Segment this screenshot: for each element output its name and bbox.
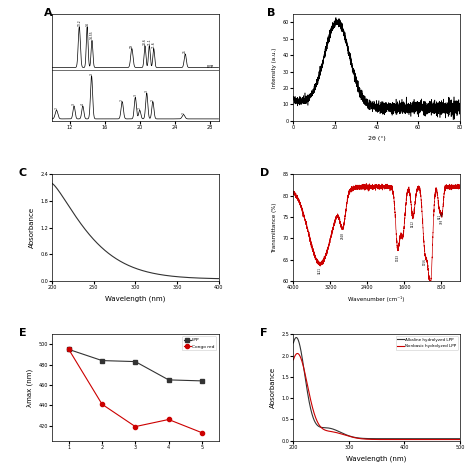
Line: Nonbasic hydrolyzed LPP: Nonbasic hydrolyzed LPP (293, 354, 460, 439)
Y-axis label: Intensity (a.u.): Intensity (a.u.) (273, 47, 277, 88)
Congo red (66, 346, 72, 352)
Alkaline hydrolyzed LPP (417, 436, 423, 441)
Congo red (199, 430, 205, 436)
Text: 4: 4 (81, 103, 85, 105)
Y-axis label: Absorbance: Absorbance (28, 207, 35, 248)
Alkaline hydrolyzed LPP (387, 436, 393, 441)
Line: LPP: LPP (67, 347, 204, 383)
Text: 20.6: 20.6 (143, 38, 147, 45)
Nonbasic hydrolyzed LPP (294, 351, 300, 356)
Nonbasic hydrolyzed LPP (392, 437, 397, 442)
Legend: LPP, Congo red: LPP, Congo red (182, 337, 216, 350)
Congo red (99, 401, 105, 407)
LPP (166, 377, 172, 383)
Text: 3: 3 (90, 73, 93, 75)
LPP (66, 346, 72, 352)
Y-axis label: Transmittance (%): Transmittance (%) (273, 202, 277, 253)
LPP (199, 378, 205, 384)
X-axis label: Wavenumber (cm⁻¹): Wavenumber (cm⁻¹) (348, 296, 405, 301)
Nonbasic hydrolyzed LPP (397, 437, 402, 442)
Nonbasic hydrolyzed LPP (434, 437, 440, 442)
X-axis label: Wavelength (nm): Wavelength (nm) (105, 296, 165, 302)
X-axis label: Wavelength (nm): Wavelength (nm) (346, 456, 407, 462)
Alkaline hydrolyzed LPP (434, 436, 440, 441)
Text: 21.1: 21.1 (147, 38, 151, 45)
Text: 793: 793 (439, 219, 444, 225)
Text: D: D (260, 168, 269, 178)
Text: E: E (19, 328, 27, 338)
Nonbasic hydrolyzed LPP (291, 357, 296, 363)
Text: 2: 2 (182, 112, 185, 114)
LPP (99, 358, 105, 364)
Line: Congo red: Congo red (67, 347, 204, 435)
Alkaline hydrolyzed LPP (397, 436, 402, 441)
Alkaline hydrolyzed LPP (301, 365, 307, 371)
Text: A: A (44, 8, 53, 18)
Text: 13.2: 13.2 (77, 19, 81, 26)
Text: 14: 14 (85, 22, 89, 26)
Text: 3: 3 (145, 90, 149, 92)
Text: 21.6: 21.6 (152, 41, 156, 47)
Text: 2: 2 (120, 99, 124, 100)
Text: F: F (260, 328, 268, 338)
Congo red (166, 417, 172, 422)
Text: 2: 2 (151, 99, 155, 100)
Text: 1743: 1743 (396, 254, 400, 261)
Text: 2: 2 (138, 108, 142, 109)
Text: 1412: 1412 (411, 219, 415, 227)
X-axis label: 2θ (°): 2θ (°) (368, 136, 385, 141)
Alkaline hydrolyzed LPP (457, 436, 463, 442)
Y-axis label: λmax (nm): λmax (nm) (27, 368, 33, 407)
LPP (133, 359, 138, 365)
Nonbasic hydrolyzed LPP (387, 437, 393, 442)
Text: 25: 25 (183, 49, 187, 53)
Text: 2928: 2928 (341, 232, 345, 238)
Text: 1156: 1156 (423, 258, 427, 265)
Congo red (133, 424, 138, 429)
Line: Alkaline hydrolyzed LPP: Alkaline hydrolyzed LPP (293, 337, 460, 439)
Nonbasic hydrolyzed LPP (457, 437, 463, 442)
Text: 841: 841 (438, 214, 441, 219)
Text: 2: 2 (55, 108, 58, 109)
Nonbasic hydrolyzed LPP (301, 365, 307, 371)
Text: LPP: LPP (207, 64, 214, 69)
Legend: Alkaline hydrolyzed LPP, Nonbasic hydrolyzed LPP: Alkaline hydrolyzed LPP, Nonbasic hydrol… (396, 336, 458, 350)
Alkaline hydrolyzed LPP (291, 340, 296, 346)
Nonbasic hydrolyzed LPP (457, 437, 463, 442)
Text: 19: 19 (130, 44, 134, 47)
Text: 3: 3 (72, 103, 76, 105)
Nonbasic hydrolyzed LPP (417, 437, 423, 442)
Text: 3: 3 (133, 94, 137, 96)
Alkaline hydrolyzed LPP (392, 436, 397, 441)
Y-axis label: Absorbance: Absorbance (270, 367, 276, 408)
Text: 765: 765 (441, 210, 445, 216)
Text: C: C (19, 168, 27, 178)
Text: 14.55: 14.55 (90, 31, 94, 39)
Text: B: B (267, 8, 275, 18)
Alkaline hydrolyzed LPP (293, 335, 299, 340)
Text: 3421: 3421 (318, 267, 322, 274)
Alkaline hydrolyzed LPP (445, 436, 451, 442)
